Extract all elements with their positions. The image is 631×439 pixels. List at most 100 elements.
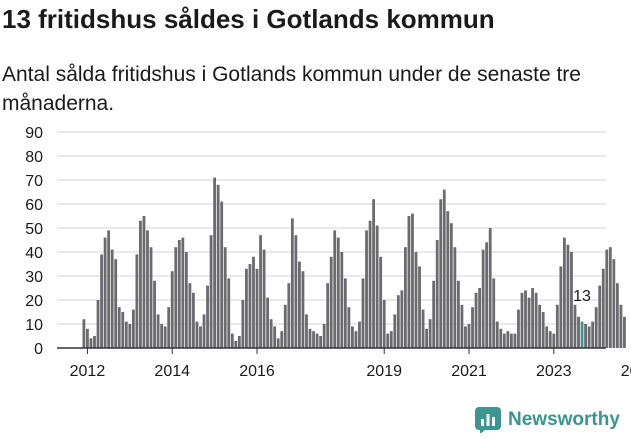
bar: [227, 278, 231, 348]
bar: [527, 297, 531, 348]
bar: [573, 304, 577, 348]
bar: [594, 307, 598, 348]
bar: [93, 336, 96, 348]
bar: [273, 326, 277, 348]
x-tick-label: 2016: [239, 363, 275, 380]
x-tick-label: 2012: [70, 363, 106, 380]
bar: [577, 316, 580, 348]
bar: [135, 254, 139, 348]
bar: [195, 321, 199, 348]
bar: [460, 304, 464, 348]
bar: [453, 247, 457, 348]
y-tick-label: 90: [25, 125, 43, 142]
bar: [492, 278, 496, 348]
bar: [255, 268, 259, 348]
y-tick-label: 70: [25, 173, 43, 190]
bar: [414, 252, 418, 348]
bar: [259, 235, 262, 348]
bar: [114, 259, 118, 348]
bar: [566, 244, 570, 348]
bar: [368, 220, 372, 348]
bar: [237, 336, 241, 348]
bar: [407, 216, 411, 348]
x-tick-label: 2021: [451, 363, 487, 380]
bar: [131, 309, 135, 348]
newsworthy-brand[interactable]: Newsworthy: [475, 407, 620, 433]
bar: [562, 237, 566, 348]
bar: [372, 199, 376, 348]
bar: [421, 309, 425, 348]
bar: [294, 235, 298, 348]
bar: [570, 252, 573, 348]
bar: [531, 288, 534, 348]
bar: [488, 228, 492, 348]
bar: [188, 283, 192, 348]
bar: [100, 254, 103, 348]
bar: [432, 280, 436, 348]
bar: [506, 331, 510, 348]
bar: [252, 256, 255, 348]
bar: [615, 283, 619, 348]
bar: [358, 321, 361, 348]
bar: [396, 295, 400, 348]
y-tick-label: 30: [25, 269, 43, 286]
bar: [509, 333, 513, 348]
bar: [340, 252, 344, 348]
bar: [386, 333, 390, 348]
bar: [213, 177, 217, 348]
bar: [209, 235, 213, 348]
bar: [365, 230, 368, 348]
bar: [612, 259, 616, 348]
bar: [623, 316, 626, 348]
bar: [333, 230, 337, 348]
bar: [160, 324, 164, 348]
bar: [110, 249, 114, 348]
bar: [608, 247, 612, 348]
bar: [534, 292, 538, 348]
bar: [216, 184, 220, 348]
bar: [361, 278, 365, 348]
bar: [382, 300, 386, 348]
bar: [298, 261, 301, 348]
bar: [170, 271, 174, 348]
bar: [167, 307, 171, 348]
bar: [520, 292, 524, 348]
bar: [538, 304, 542, 348]
bar: [234, 340, 238, 348]
bar: [464, 326, 467, 348]
bar: [301, 271, 305, 348]
bar: [245, 268, 248, 348]
bar: [513, 333, 517, 348]
bar: [467, 324, 471, 348]
y-tick-label: 50: [25, 221, 43, 238]
x-axis: 2012 2014 2016 2019 2021 2023 2025: [57, 347, 631, 380]
bar: [269, 319, 273, 348]
bar: [266, 297, 270, 348]
bar: [89, 338, 93, 348]
bar: [82, 319, 86, 348]
bar: [156, 314, 160, 348]
bar: [312, 331, 315, 348]
bar: [442, 189, 446, 348]
bar: [280, 331, 284, 348]
bar: [456, 280, 460, 348]
bar: [192, 292, 195, 348]
y-axis-ticks: 0 10 20 30 40 50 60 70 80 90: [25, 125, 43, 358]
chart-title: 13 fritidshus såldes i Gotlands kommun: [2, 4, 495, 34]
bar: [315, 333, 319, 348]
bar: [474, 292, 478, 348]
bar: [139, 220, 142, 348]
annotations: 13: [573, 288, 591, 305]
x-tick-label: 2019: [366, 363, 402, 380]
bar: [418, 266, 421, 348]
bar-chart: 0 10 20 30 40 50 60 70 80 90 2012 2014 2016 2019 2021…: [25, 125, 631, 380]
bar: [128, 324, 132, 348]
bar: [591, 321, 595, 348]
bar: [319, 336, 323, 348]
bar: [524, 290, 527, 348]
bar: [587, 326, 591, 348]
bar: [559, 266, 563, 348]
bar: [619, 304, 623, 348]
bar: [449, 223, 453, 348]
bar: [86, 328, 89, 348]
